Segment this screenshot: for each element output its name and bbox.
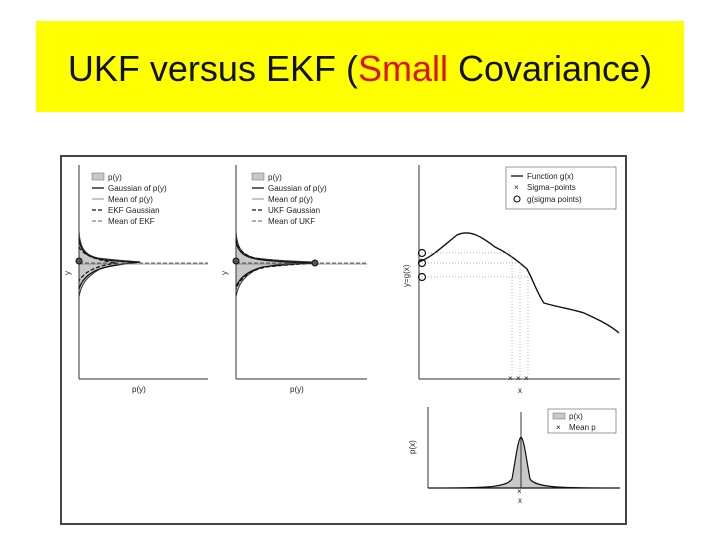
func-gsigma-2 [417, 258, 427, 268]
figure-svg: y p(y) p(y) Gaussian of p(y) Mean of p(y… [63, 165, 621, 505]
ekf-legend-ekfm: Mean of EKF [108, 217, 155, 226]
title-suffix: Covariance) [447, 48, 653, 89]
ukf-xlabel: p(y) [290, 385, 304, 394]
ekf-legend-py: p(y) [108, 173, 122, 182]
prior-xlabel: x [518, 496, 522, 505]
ukf-legend-gauss: Gaussian of p(y) [268, 184, 327, 193]
prior-legend-swatch-mean: × [556, 423, 561, 432]
ekf-sigma-marker [75, 257, 83, 265]
prior-panel: × p(x) x p(x) × Mean p [408, 407, 621, 505]
ukf-sigma-marker-2 [311, 259, 319, 267]
prior-mean-marker: × [517, 487, 522, 496]
prior-legend-px: p(x) [569, 412, 583, 421]
figure-panel: y p(y) p(y) Gaussian of p(y) Mean of p(y… [60, 155, 627, 525]
ekf-ylabel: y [63, 271, 72, 275]
slide-title: UKF versus EKF (Small Covariance) [36, 21, 684, 112]
ukf-sigma-marker-1 [232, 257, 240, 265]
func-g-line [418, 232, 620, 334]
ukf-legend-py: p(y) [268, 173, 282, 182]
prior-legend-swatch-px [552, 412, 566, 420]
ukf-legend-ukfm: Mean of UKF [268, 217, 315, 226]
func-gsigma-3 [417, 272, 427, 282]
func-xlabel: x [518, 386, 522, 395]
func-sigma-2: × [516, 374, 521, 383]
title-prefix: UKF versus EKF ( [67, 48, 358, 89]
ekf-legend-swatch-py [91, 172, 105, 181]
ukf-ylabel: y [220, 271, 229, 275]
title-highlight: Small [357, 48, 448, 89]
func-sigma-1: × [508, 374, 513, 383]
func-legend: Function g(x) × Sigma−points g(sigma poi… [505, 166, 617, 210]
ekf-xlabel: p(y) [132, 385, 146, 394]
ukf-panel: y p(y) p(y) Gaussian of p(y) Mean of p(y… [220, 165, 367, 394]
func-legend-sigma: Sigma−points [527, 183, 576, 192]
func-legend-g: Function g(x) [527, 172, 574, 181]
title-banner: UKF versus EKF (Small Covariance) [36, 21, 684, 112]
func-legend-swatch-gsigma [513, 195, 521, 203]
prior-px-area [427, 436, 621, 489]
ekf-legend: p(y) Gaussian of p(y) Mean of p(y) EKF G… [91, 172, 167, 226]
func-legend-box [505, 166, 617, 210]
prior-legend-mean: Mean p [569, 423, 596, 432]
ekf-legend-ekfg: EKF Gaussian [108, 206, 160, 215]
func-legend-gsigma: g(sigma points) [527, 195, 582, 204]
func-legend-swatch-sigma: × [514, 183, 519, 192]
ukf-legend-ukfg: UKF Gaussian [268, 206, 320, 215]
ukf-legend-swatch-py [251, 172, 265, 181]
ekf-legend-gauss: Gaussian of p(y) [108, 184, 167, 193]
ekf-legend-mean: Mean of p(y) [108, 195, 153, 204]
ukf-legend: p(y) Gaussian of p(y) Mean of p(y) UKF G… [251, 172, 327, 226]
prior-legend: p(x) × Mean p [547, 408, 617, 434]
ekf-gaussian-of-py [78, 238, 141, 290]
func-ylabel: y=g(x) [402, 264, 411, 287]
func-sigma-3: × [524, 374, 529, 383]
ekf-panel: y p(y) p(y) Gaussian of p(y) Mean of p(y… [63, 165, 208, 394]
function-panel: × × × y=g(x) x Function g(x) × Sigma−poi… [402, 165, 620, 395]
prior-ylabel: p(x) [408, 440, 417, 454]
func-gsigma-1 [417, 248, 427, 258]
ukf-legend-mean: Mean of p(y) [268, 195, 313, 204]
